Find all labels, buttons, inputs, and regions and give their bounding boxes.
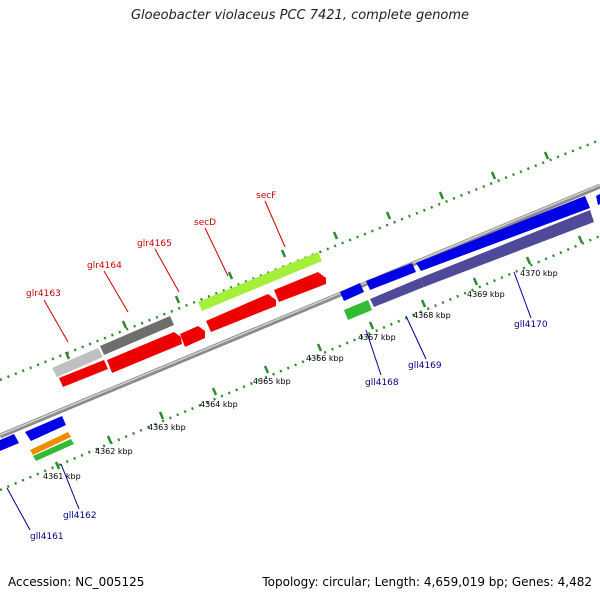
gene-label-gll4170: gll4170 bbox=[514, 320, 548, 330]
scale-label-4361: 4361 kbp bbox=[43, 472, 81, 481]
scale-label-4370: 4370 kbp bbox=[520, 269, 558, 278]
gene-label-gll4162: gll4162 bbox=[63, 511, 97, 521]
gene-glr4163[interactable] bbox=[59, 360, 108, 387]
gene-orange-reverse[interactable] bbox=[30, 432, 71, 455]
scale-label-4362: 4362 kbp bbox=[95, 447, 133, 456]
gene-gll4169[interactable] bbox=[370, 278, 424, 307]
accession-text: Accession: NC_005125 bbox=[8, 575, 145, 589]
gene-glr4164[interactable] bbox=[100, 316, 174, 355]
gene-label-glr4163: glr4163 bbox=[26, 289, 61, 299]
major-ticks bbox=[54, 151, 584, 470]
gene-label-secF: secF bbox=[256, 191, 276, 201]
gene-label-gll4161: gll4161 bbox=[30, 532, 64, 542]
gene-blue-reverse-1[interactable] bbox=[25, 416, 66, 441]
gene-blue-reverse-4[interactable] bbox=[416, 196, 590, 271]
scale-label-4365: 4365 kbp bbox=[253, 377, 291, 386]
scale-label-4363: 4363 kbp bbox=[148, 423, 186, 432]
scale-label-4367: 4367 kbp bbox=[358, 333, 396, 342]
scale-label-4369: 4369 kbp bbox=[467, 290, 505, 299]
gene-label-glr4164: glr4164 bbox=[87, 261, 122, 271]
gene-blue-reverse-2[interactable] bbox=[340, 283, 364, 301]
gene-gll4168[interactable] bbox=[344, 300, 372, 320]
gene-blue-right-edge[interactable] bbox=[596, 194, 600, 205]
gene-red-small[interactable] bbox=[180, 326, 205, 347]
gene-blue-reverse-3[interactable] bbox=[366, 263, 416, 290]
scale-labels: 4361 kbp 4362 kbp 4363 kbp 4364 kbp 4365… bbox=[43, 269, 558, 481]
gene-secF[interactable] bbox=[274, 272, 326, 302]
gene-lightgray-forward[interactable] bbox=[52, 348, 103, 377]
gene-gll4170[interactable] bbox=[420, 210, 594, 287]
gene-label-gll4168: gll4168 bbox=[365, 378, 399, 388]
gene-secD[interactable] bbox=[206, 294, 276, 332]
scale-label-4366: 4366 kbp bbox=[306, 354, 344, 363]
scale-label-4368: 4368 kbp bbox=[413, 311, 451, 320]
map-title: Gloeobacter violaceus PCC 7421, complete… bbox=[130, 8, 470, 23]
genome-backbone bbox=[0, 183, 600, 439]
forward-strand-genes bbox=[52, 252, 326, 387]
gene-label-gll4169: gll4169 bbox=[408, 361, 442, 371]
genome-backbone-highlight bbox=[0, 184, 600, 436]
scale-label-4364: 4364 kbp bbox=[200, 400, 238, 409]
genome-summary-text: Topology: circular; Length: 4,659,019 bp… bbox=[262, 575, 592, 589]
inner-tick-track bbox=[0, 234, 600, 492]
gene-lime-forward[interactable] bbox=[198, 252, 322, 311]
gene-gll4162[interactable] bbox=[33, 439, 74, 461]
gene-blue-left-edge[interactable] bbox=[0, 434, 19, 451]
gene-glr4165[interactable] bbox=[107, 332, 182, 373]
bottom-gene-labels: gll4161 gll4162 gll4168 gll4169 gll4170 bbox=[6, 271, 548, 542]
top-gene-labels: glr4163 glr4164 glr4165 secD secF bbox=[26, 191, 286, 343]
reverse-strand-genes bbox=[0, 194, 600, 461]
gene-label-glr4165: glr4165 bbox=[137, 239, 172, 249]
gene-label-secD: secD bbox=[194, 218, 216, 228]
